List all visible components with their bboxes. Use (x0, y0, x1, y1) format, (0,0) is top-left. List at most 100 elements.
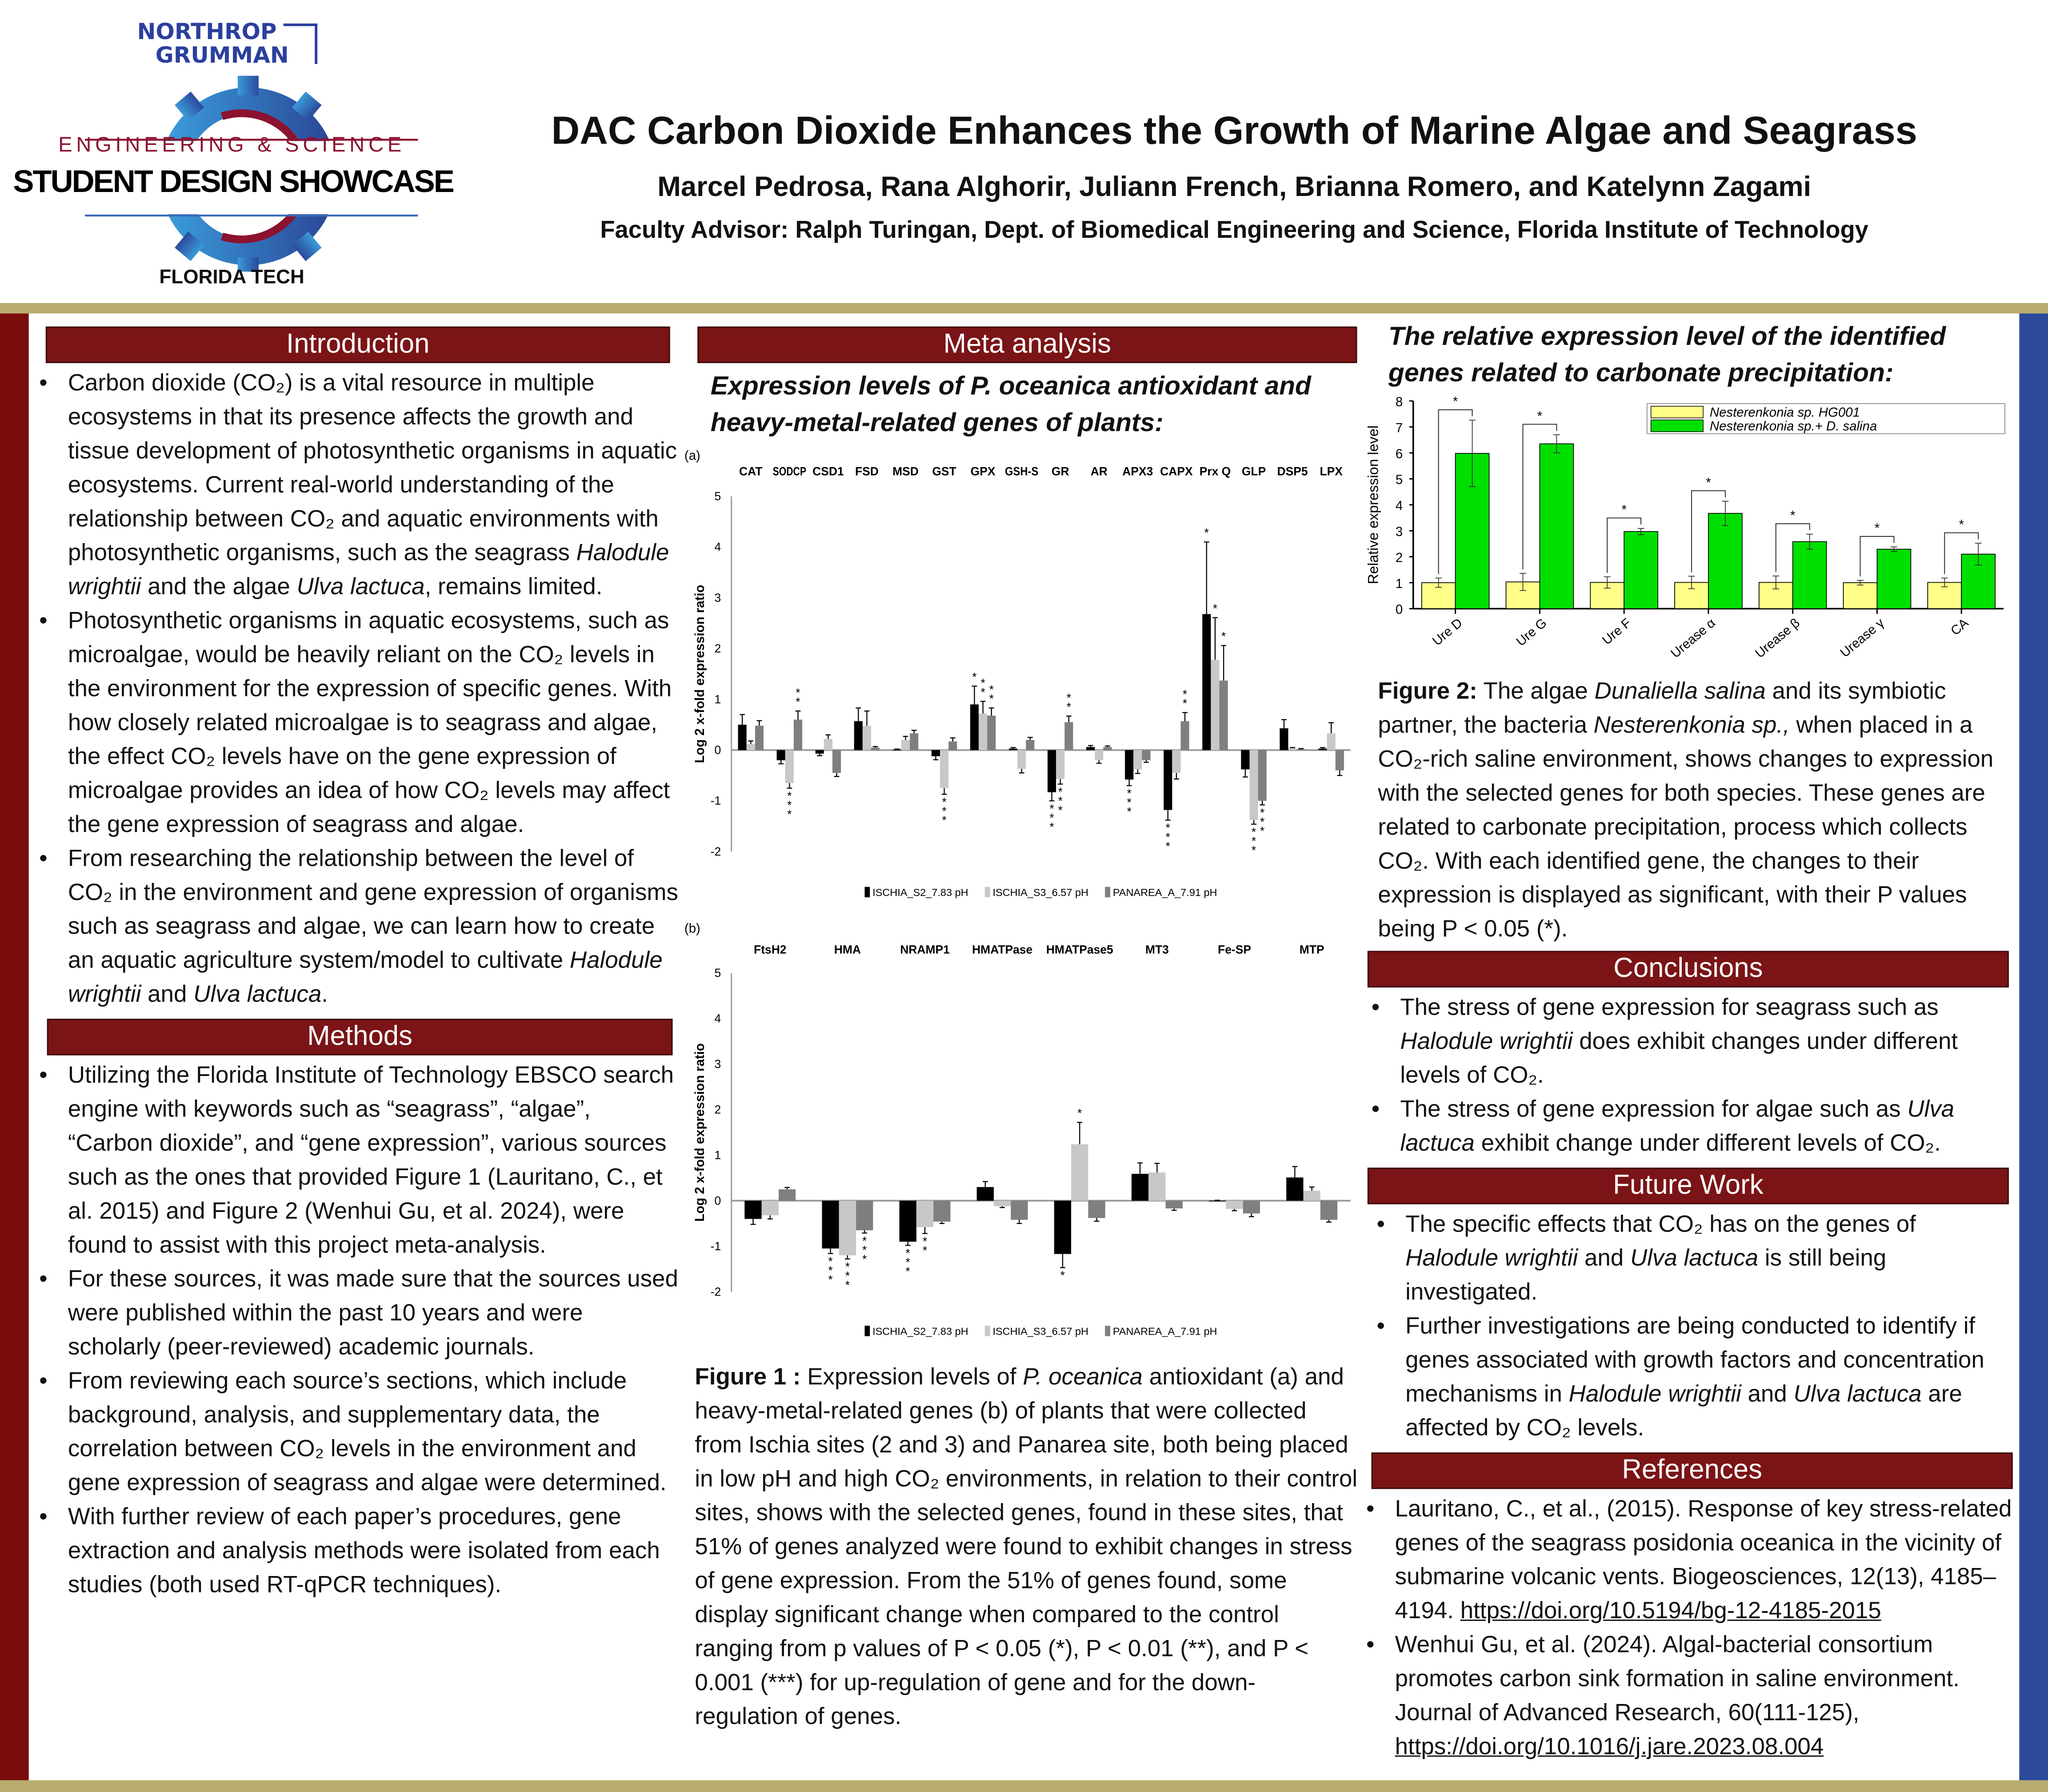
y-tick-label: 7 (1396, 420, 1403, 435)
bar (776, 750, 785, 760)
text-segment: Wenhui Gu, et al. (2024). Algal-bacteria… (1395, 1631, 1960, 1726)
significance-marker: * (787, 798, 792, 812)
bar (744, 1200, 762, 1219)
bar (761, 1200, 779, 1216)
methods-list: Utilizing the Florida Institute of Techn… (34, 1058, 682, 1601)
text-segment: The specific effects that CO₂ has on the… (1405, 1211, 1916, 1237)
y-tick-label: 2 (714, 1103, 721, 1116)
northrop-grumman-logo: NORTHROP GRUMMAN (137, 21, 346, 68)
bar (970, 704, 979, 750)
italic-text: Ulva lactuca (1793, 1380, 1922, 1407)
italic-text: Halodule wrightii (68, 947, 663, 1007)
figure2-chart: Relative expression level 0 1 2 3 4 5 6 7 8 Ure D *… (1365, 394, 2005, 661)
y-tick-label: 1 (1396, 576, 1403, 591)
bar (746, 744, 755, 750)
references-list: Lauritano, C., et al., (2015). Response … (1361, 1492, 2014, 1763)
future-work-list: The specific effects that CO₂ has on the… (1372, 1207, 2014, 1444)
category-label: FSD (855, 465, 879, 478)
significance-marker: * (1252, 844, 1256, 857)
significance-marker: * (980, 676, 985, 690)
y-tick-label: 6 (1396, 447, 1403, 461)
poster-title: DAC Carbon Dioxide Enhances the Growth o… (551, 109, 1917, 153)
category-label: Urease β (1752, 616, 1803, 661)
italic-text: Ulva lactuca (296, 573, 425, 600)
bar (892, 749, 901, 751)
legend-label: Nesterenkonia sp. HG001 (1710, 405, 1860, 420)
significance-marker: * (1058, 794, 1063, 808)
significance-marker: * (1166, 830, 1170, 844)
category-label: HMATPase5 (1046, 943, 1113, 956)
text-segment: . (321, 981, 328, 1007)
significance-marker: * (1959, 517, 1964, 532)
category-label: Ure F (1600, 616, 1634, 648)
bar (1103, 747, 1112, 750)
significance-marker: * (845, 1278, 850, 1292)
bar (1843, 582, 1878, 609)
text-segment: Utilizing the Florida Institute of Techn… (68, 1062, 674, 1258)
text-segment: does exhibit changes under different lev… (1400, 1028, 1958, 1088)
bar (940, 750, 949, 788)
significance-marker: * (828, 1273, 832, 1286)
category-label: MSD (892, 465, 919, 478)
significance-marker: * (942, 804, 946, 818)
bar (839, 1200, 856, 1256)
italic-text: Halodule wrightii (1400, 1028, 1573, 1054)
bar (916, 1200, 934, 1227)
category-label: AR (1091, 465, 1108, 478)
bar (778, 1189, 796, 1201)
bar (976, 1187, 994, 1201)
legend-label: ISCHIA_S3_6.57 pH (992, 1325, 1088, 1337)
bar (862, 725, 872, 750)
category-label: GSH-S (1005, 465, 1038, 478)
significance-marker: * (942, 795, 946, 808)
doi-link[interactable]: https://doi.org/10.1016/j.jare.2023.08.0… (1395, 1733, 1824, 1760)
bar (1026, 740, 1035, 750)
italic-text: P. oceanica (1023, 1364, 1143, 1390)
bar (1258, 750, 1267, 801)
bar (1876, 548, 1912, 609)
bar (755, 725, 764, 750)
bar (931, 750, 940, 756)
bar (1048, 750, 1056, 792)
significance-marker: * (845, 1260, 850, 1273)
doi-link[interactable]: https://doi.org/10.5194/bg-12-4185-2015 (1460, 1597, 1881, 1624)
bullet-item: Lauritano, C., et al., (2015). Response … (1361, 1492, 2014, 1628)
significance-marker: * (1067, 691, 1071, 704)
text-segment: Carbon dioxide (CO₂) is a vital resource… (68, 369, 677, 566)
methods-heading: Methods (47, 1019, 673, 1056)
text-segment: Expression levels of (800, 1364, 1023, 1390)
italic-text: Ulva lactuca (193, 981, 322, 1007)
y-tick-label: 2 (714, 642, 721, 655)
significance-marker: * (1260, 806, 1264, 819)
event-line2: STUDENT DESIGN SHOWCASE (13, 164, 454, 200)
bar (1164, 750, 1172, 810)
significance-marker: * (1166, 821, 1170, 835)
figure1b-chart: (b) Log 2 x-fold expression ratio -2 -1 0 1 2 3… (684, 921, 1351, 1337)
significance-marker: * (906, 1256, 910, 1269)
significance-marker: * (989, 683, 994, 696)
y-tick-label: 1 (714, 1148, 721, 1162)
y-tick-label: -2 (711, 845, 721, 858)
bar (1624, 531, 1658, 609)
significance-marker: * (1058, 804, 1063, 817)
text-segment: , remains limited. (424, 573, 603, 600)
bar (832, 750, 841, 773)
bar (1241, 750, 1250, 770)
bar (1296, 749, 1305, 750)
significance-marker: * (787, 789, 792, 803)
bar (1095, 750, 1104, 760)
y-tick-label: 4 (1396, 499, 1403, 513)
text-segment: antioxidant (a) and heavy-metal-related … (695, 1364, 1358, 1729)
bar (1172, 750, 1181, 773)
bar (815, 750, 824, 754)
legend-swatch (864, 1325, 870, 1336)
significance-marker: * (1166, 840, 1170, 853)
italic-text: Ulva lactuca (1630, 1244, 1759, 1271)
bar (1086, 747, 1095, 750)
legend-label: PANAREA_A_7.91 pH (1113, 1325, 1217, 1337)
category-label: HMATPase (972, 943, 1032, 956)
legend-swatch (1105, 887, 1110, 897)
significance-marker: * (1060, 1269, 1065, 1282)
authors: Marcel Pedrosa, Rana Alghorir, Juliann F… (657, 171, 1812, 203)
